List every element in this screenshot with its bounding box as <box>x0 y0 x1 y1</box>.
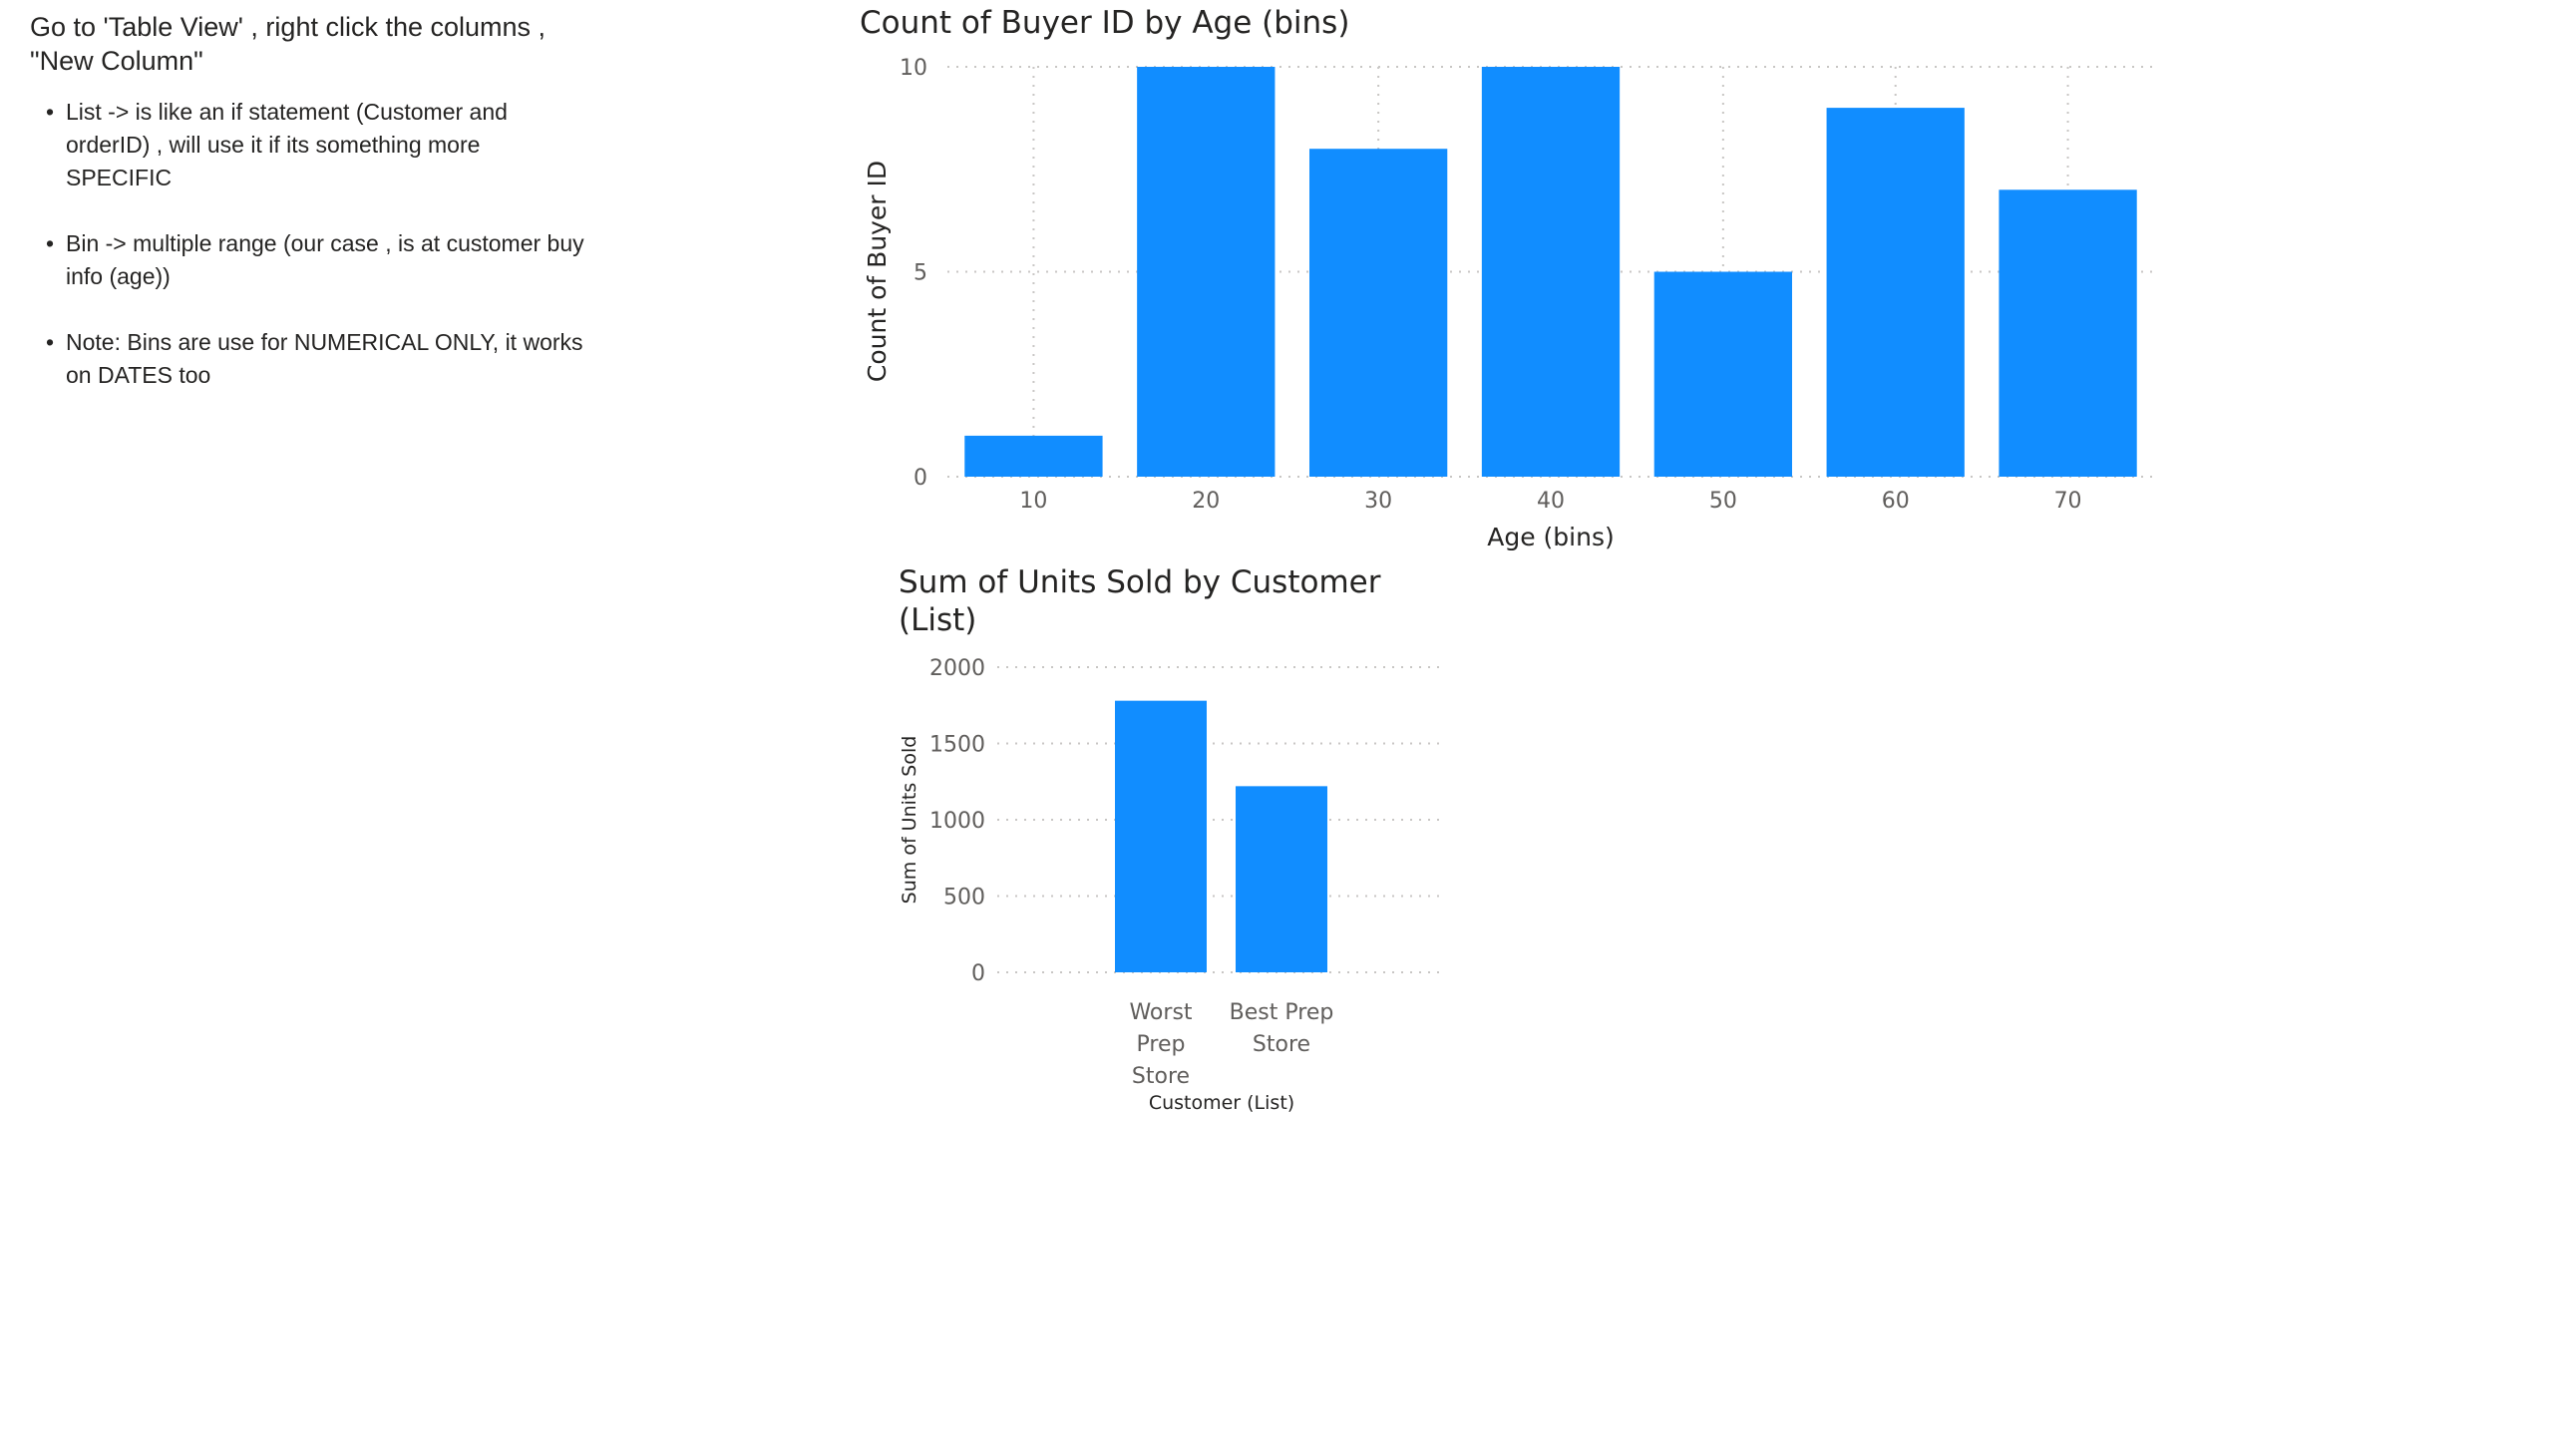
x-axis-title-age: Age (bins) <box>1487 523 1615 551</box>
bar-age-60[interactable] <box>1826 108 1965 477</box>
x-tick-label-age: 10 <box>1019 489 1047 514</box>
chart-title-age: Count of Buyer ID by Age (bins) <box>860 5 1349 41</box>
x-tick-label-age: 30 <box>1364 489 1392 514</box>
y-tick-label-age: 0 <box>913 466 927 491</box>
y-tick-label-units: 2000 <box>929 656 985 681</box>
x-tick-label-units: Prep <box>1137 1032 1186 1057</box>
x-tick-label-units: Store <box>1132 1064 1190 1089</box>
notes-panel: Go to 'Table View' , right click the col… <box>30 10 588 425</box>
y-tick-label-units: 1500 <box>929 733 985 758</box>
notes-intro: Go to 'Table View' , right click the col… <box>30 12 547 76</box>
bar-age-50[interactable] <box>1653 271 1792 478</box>
chart-title-units: (List) <box>899 602 976 638</box>
x-tick-label-units: Best Prep <box>1230 1000 1334 1025</box>
x-tick-label-units: Store <box>1253 1032 1310 1057</box>
x-tick-label-units: Worst <box>1129 1000 1192 1025</box>
y-tick-label-units: 500 <box>943 886 985 910</box>
bar-age-10[interactable] <box>964 435 1103 477</box>
notes-bullet-bin: Bin -> multiple range (our case , is at … <box>46 227 588 293</box>
y-axis-title-units: Sum of Units Sold <box>899 736 920 905</box>
y-tick-label-units: 0 <box>971 961 985 986</box>
x-tick-label-age: 50 <box>1709 489 1737 514</box>
notes-bullet-list: List -> is like an if statement (Custome… <box>30 96 588 392</box>
y-tick-label-age: 10 <box>900 56 927 81</box>
bar-units-1[interactable] <box>1236 786 1327 972</box>
bar-units-0[interactable] <box>1115 700 1207 972</box>
bar-age-70[interactable] <box>1999 189 2137 478</box>
y-tick-label-units: 1000 <box>929 809 985 834</box>
bar-age-20[interactable] <box>1137 67 1276 477</box>
x-tick-label-age: 40 <box>1537 489 1565 514</box>
bar-age-40[interactable] <box>1481 67 1621 477</box>
y-tick-label-age: 5 <box>913 261 927 286</box>
y-axis-title-age: Count of Buyer ID <box>863 161 892 382</box>
x-tick-label-age: 70 <box>2054 489 2082 514</box>
x-tick-label-age: 20 <box>1192 489 1220 514</box>
chart-title-units: Sum of Units Sold by Customer <box>899 564 1381 600</box>
bar-age-30[interactable] <box>1309 149 1448 477</box>
x-tick-label-age: 60 <box>1882 489 1910 514</box>
notes-bullet-list: List -> is like an if statement (Custome… <box>46 96 588 194</box>
notes-bullet-note: Note: Bins are use for NUMERICAL ONLY, i… <box>46 326 588 392</box>
x-axis-title-units: Customer (List) <box>1149 1092 1294 1114</box>
